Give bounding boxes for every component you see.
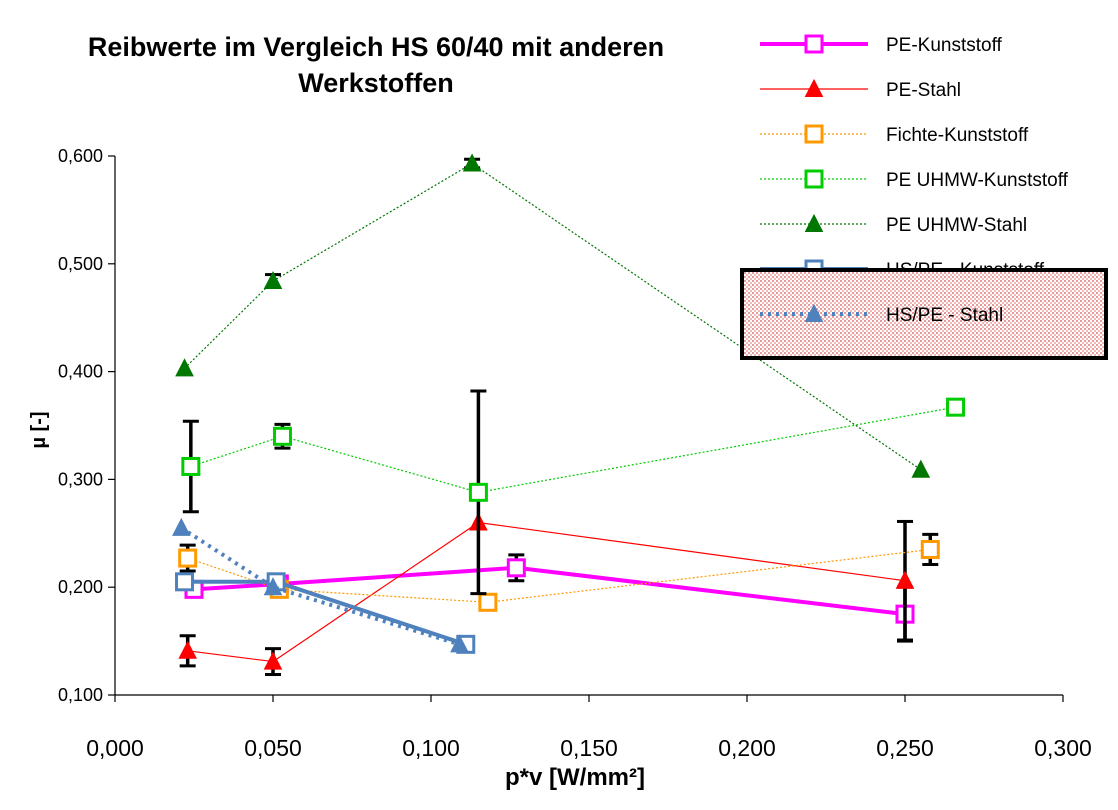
data-point (175, 358, 194, 377)
series-2 (178, 512, 915, 677)
legend-entry-5: PE UHMW-Stahl (760, 213, 1027, 236)
y-tick-label: 0,400 (58, 362, 103, 382)
series-line (187, 521, 906, 663)
legend-label: PE-Stahl (886, 80, 961, 101)
series-line (184, 579, 467, 647)
data-point (911, 459, 931, 478)
chart-title-line-2: Werkstoffen (298, 68, 454, 98)
axes: 0,100 0,200 0,300 0,400 0,500 0,600 0,000 0,050… (58, 146, 1092, 761)
legend-marker (804, 169, 824, 189)
data-point (920, 539, 940, 559)
legend-label: PE-Kunststoff (886, 35, 1003, 56)
data-point (175, 572, 195, 592)
series-1 (184, 553, 915, 643)
data-point (181, 456, 201, 476)
y-tick-label: 0,600 (58, 146, 103, 166)
data-point (946, 397, 966, 417)
data-point (450, 634, 469, 653)
data-point (478, 592, 498, 612)
y-tick-label: 0,300 (58, 469, 103, 489)
legend-entry-4: PE UHMW-Kunststoff (760, 169, 1069, 191)
y-tick-label: 0,100 (58, 685, 103, 705)
series-6 (175, 572, 476, 654)
x-tick-label: 0,300 (1034, 735, 1092, 761)
legend-entry-7: HS/PE - Stahl (740, 268, 1108, 360)
series-line (187, 548, 931, 603)
series-4 (181, 389, 966, 596)
data-point (178, 548, 198, 568)
legend: PE-Kunststoff PE-Stahl Fichte-Kunststoff PE… (740, 34, 1108, 360)
legend-label: PE UHMW-Stahl (886, 215, 1027, 236)
x-tick-label: 0,150 (560, 735, 618, 761)
series-7 (172, 517, 469, 653)
data-point (178, 640, 198, 659)
x-tick-label: 0,200 (718, 735, 776, 761)
legend-marker (804, 213, 824, 232)
y-axis-label: µ [-] (28, 411, 50, 448)
x-tick-label: 0,250 (876, 735, 934, 761)
x-tick-label: 0,050 (244, 735, 302, 761)
y-tick-label: 0,500 (58, 254, 103, 274)
y-tick-label: 0,200 (58, 577, 103, 597)
data-point (895, 570, 915, 589)
x-axis-label: p*v [W/mm²] (505, 764, 645, 791)
x-tick-label: 0,100 (402, 735, 460, 761)
series-5 (175, 153, 931, 478)
legend-label: HS/PE - Stahl (886, 305, 1003, 326)
data-point (172, 517, 191, 536)
chart-title-line-1: Reibwerte im Vergleich HS 60/40 mit ande… (88, 32, 664, 62)
data-point (272, 426, 292, 446)
legend-label: PE UHMW-Kunststoff (886, 170, 1069, 191)
data-point (263, 270, 283, 290)
data-point (506, 558, 526, 578)
data-point (263, 651, 283, 670)
series-line (193, 565, 906, 617)
legend-marker (804, 78, 824, 97)
plot-area (172, 153, 966, 677)
data-point (468, 482, 488, 502)
legend-label: Fichte-Kunststoff (886, 125, 1029, 146)
legend-entry-3: Fichte-Kunststoff (760, 124, 1029, 146)
legend-entry-2: PE-Stahl (760, 78, 961, 101)
legend-marker (804, 124, 824, 144)
data-point (462, 153, 482, 172)
legend-marker (804, 34, 824, 54)
x-tick-label: 0,000 (86, 735, 144, 761)
data-point (263, 577, 283, 596)
legend-entry-1: PE-Kunststoff (760, 34, 1003, 56)
series-line (190, 406, 956, 493)
legend-marker (804, 303, 824, 322)
